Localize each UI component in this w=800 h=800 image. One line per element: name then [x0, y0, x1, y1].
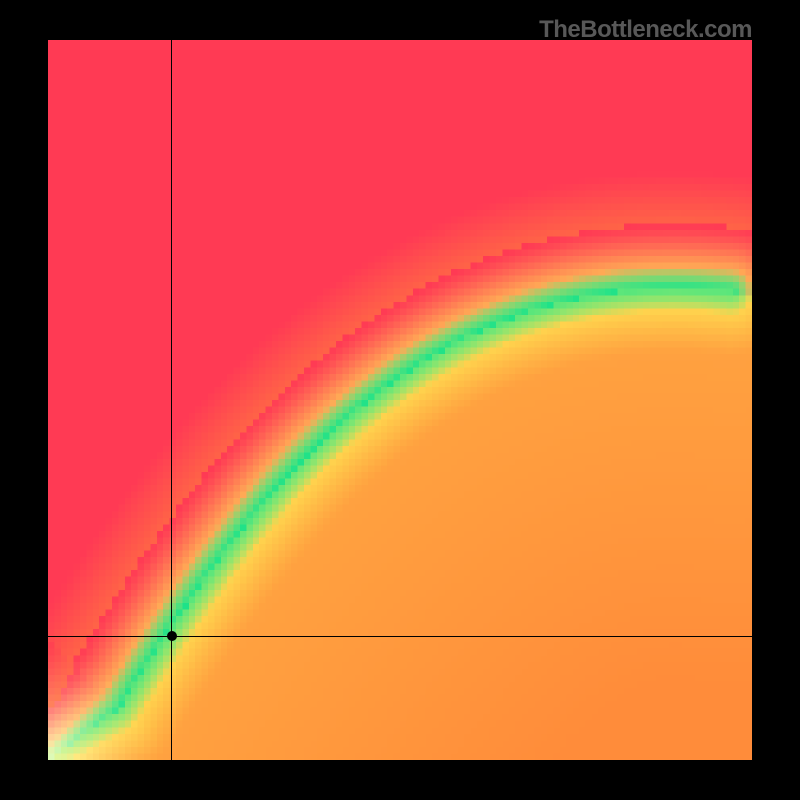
marker-dot — [167, 631, 177, 641]
bottleneck-heatmap — [48, 40, 752, 760]
crosshair-horizontal — [48, 636, 752, 637]
frame-bottom — [0, 760, 800, 800]
crosshair-vertical — [171, 40, 172, 760]
frame-right — [752, 0, 800, 800]
frame-left — [0, 0, 48, 800]
watermark-text: TheBottleneck.com — [539, 16, 752, 44]
